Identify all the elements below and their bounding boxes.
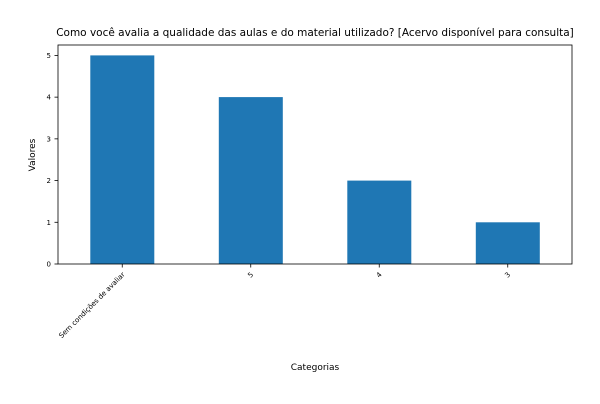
x-tick-label-3: 3 — [503, 271, 512, 280]
bars-layer — [90, 55, 540, 265]
chart-title: Como você avalia a qualidade das aulas e… — [56, 27, 574, 39]
x-tick-label-2: 4 — [375, 270, 384, 279]
y-axis-label: Valores — [28, 138, 38, 171]
y-tick-label-1: 1 — [47, 219, 51, 227]
y-tick-label-3: 3 — [47, 135, 51, 143]
bar-2 — [347, 180, 412, 264]
y-axis: 0 1 2 3 4 5 — [47, 52, 58, 269]
x-axis-label: Categorias — [291, 363, 340, 373]
bar-0 — [90, 55, 155, 265]
y-tick-label-2: 2 — [47, 177, 51, 185]
y-tick-label-4: 4 — [47, 94, 52, 102]
plot-frame — [57, 44, 573, 265]
x-tick-label-1: 5 — [246, 271, 255, 280]
bar-1 — [218, 97, 283, 264]
bar-3 — [475, 222, 540, 264]
y-tick-label-5: 5 — [47, 52, 51, 60]
y-tick-label-0: 0 — [47, 261, 51, 269]
